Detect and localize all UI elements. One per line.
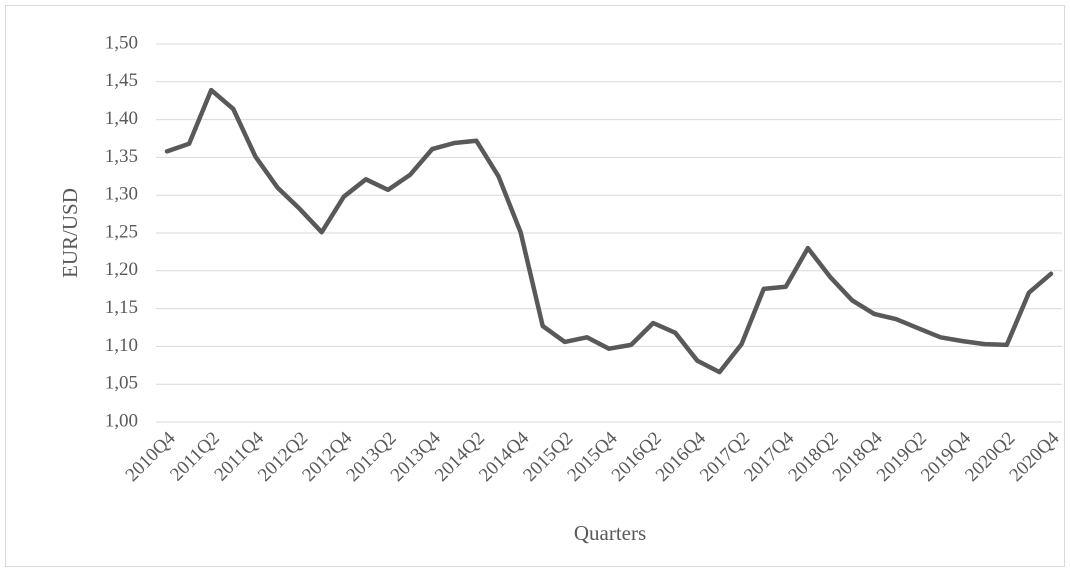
y-tick-label: 1,30 xyxy=(105,184,138,205)
y-tick-label: 1,10 xyxy=(105,335,138,356)
y-tick-label: 1,50 xyxy=(105,32,138,53)
y-tick-label: 1,05 xyxy=(105,373,138,394)
y-axis-label: EUR/USD xyxy=(58,188,82,278)
y-tick-label: 1,45 xyxy=(105,70,138,91)
data-line xyxy=(164,87,1054,375)
y-tick-label: 1,35 xyxy=(105,146,138,167)
y-tick-label: 1,40 xyxy=(105,108,138,129)
y-tick-label: 1,25 xyxy=(105,221,138,242)
y-tick-label: 1,15 xyxy=(105,297,138,318)
x-axis-label: Quarters xyxy=(574,521,646,545)
y-tick-label: 1,00 xyxy=(105,410,138,431)
y-tick-label: 1,20 xyxy=(105,259,138,280)
